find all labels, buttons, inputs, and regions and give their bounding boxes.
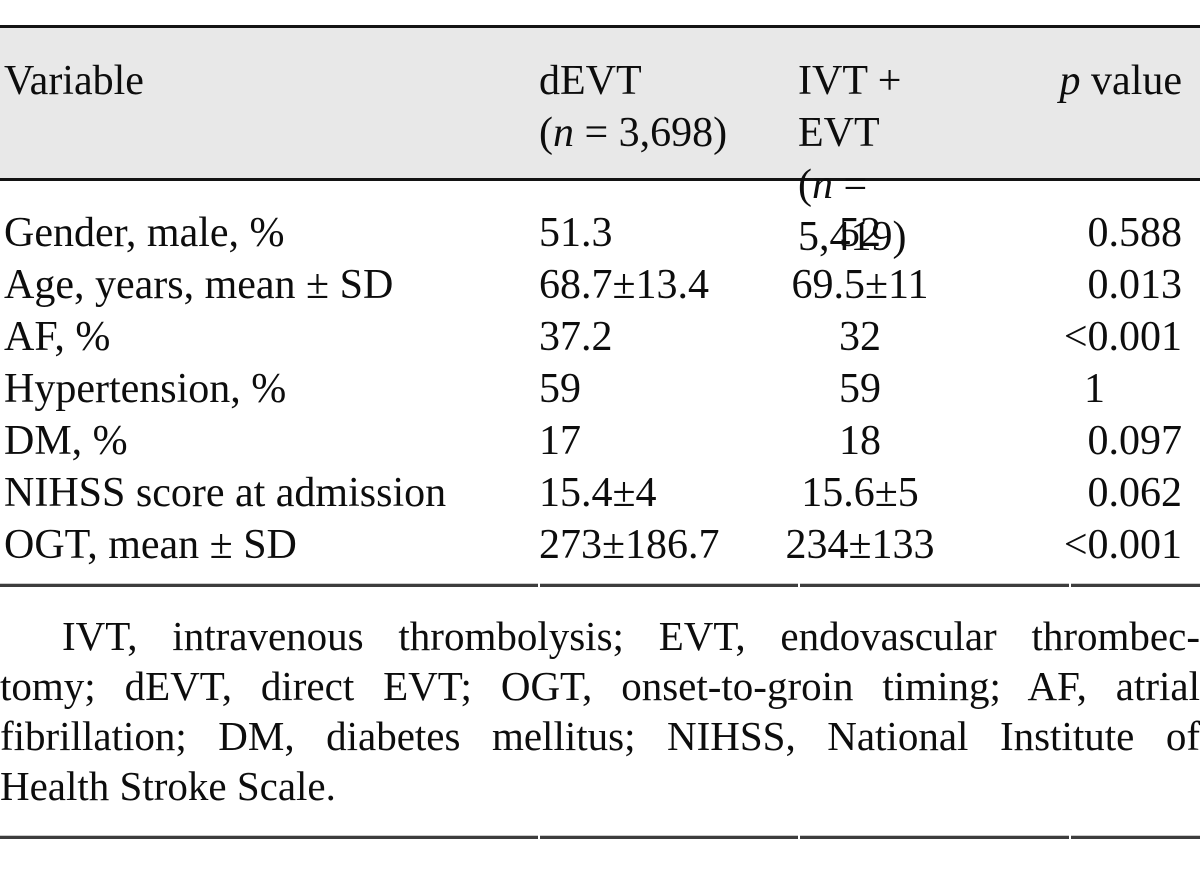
footnote-line: Health Stroke Scale. (0, 763, 336, 809)
footnote-line: tomy; dEVT, direct EVT; OGT, onset-to-gr… (0, 663, 1200, 709)
table-row: OGT, mean ± SD 273±186.7 234±133 <0.001 (0, 519, 1200, 571)
table-bottom-border (0, 835, 1200, 839)
table-row: NIHSS score at admission 15.4±4 15.6±5 0… (0, 467, 1200, 519)
cell-p-value: 0.013 (1087, 262, 1183, 308)
cell-ivt-evt: 52 (839, 210, 881, 256)
cell-variable: Gender, male, % (4, 210, 285, 256)
cell-p-value: 0.062 (1087, 470, 1183, 516)
cell-p-value: <0.001 (1063, 314, 1182, 360)
header-row: Variable dEVT (n = 3,698) IVT + EVT (n =… (0, 55, 1200, 263)
footnote: IVT, intravenous thrombolysis; EVT, endo… (0, 587, 1200, 835)
cell-ivt-evt: 59 (839, 366, 881, 412)
header-variable-label: Variable (4, 58, 144, 104)
cell-devt: 59 (539, 366, 581, 412)
cell-p-value: 1 (1084, 366, 1105, 412)
footnote-line: fibrillation; DM, diabetes mellitus; NIH… (0, 713, 1200, 759)
cell-variable: AF, % (4, 314, 111, 360)
table-row: DM, % 17 18 0.097 (0, 415, 1200, 467)
body-bottom-border (0, 583, 1200, 587)
header-ivt-evt: IVT + EVT (n = 5,419) (743, 55, 977, 263)
header-devt: dEVT (n = 3,698) (538, 55, 743, 263)
table-row: AF, % 37.2 32 <0.001 (0, 311, 1200, 363)
footnote-line: IVT, intravenous thrombolysis; EVT, endo… (62, 613, 1200, 659)
cell-variable: Hypertension, % (4, 366, 287, 412)
header-devt-label: dEVT (539, 58, 642, 104)
top-margin (0, 0, 1200, 25)
cell-p-value: 0.588 (1087, 210, 1183, 256)
header-ivt-evt-n: (n = 5,419) (798, 162, 907, 260)
header-bottom-border (0, 178, 1200, 181)
cell-p-value: 0.097 (1087, 418, 1183, 464)
cell-ivt-evt: 18 (839, 418, 881, 464)
cell-devt: 51.3 (539, 210, 613, 256)
table-row: Hypertension, % 59 59 1 (0, 363, 1200, 415)
table-header: Variable dEVT (n = 3,698) IVT + EVT (n =… (0, 28, 1200, 260)
cell-variable: NIHSS score at admission (4, 470, 447, 516)
table-body: Gender, male, % 51.3 52 0.588 Age, years… (0, 181, 1200, 583)
cell-ivt-evt: 234±133 (785, 522, 935, 568)
table-row: Age, years, mean ± SD 68.7±13.4 69.5±11 … (0, 259, 1200, 311)
cell-devt: 37.2 (539, 314, 613, 360)
cell-devt: 68.7±13.4 (539, 262, 710, 308)
cell-devt: 17 (539, 418, 581, 464)
cell-variable: DM, % (4, 418, 128, 464)
cell-ivt-evt: 32 (839, 314, 881, 360)
cell-variable: Age, years, mean ± SD (4, 262, 394, 308)
cell-ivt-evt: 69.5±11 (791, 262, 929, 308)
header-devt-n: (n = 3,698) (539, 110, 728, 156)
table-top-border (0, 25, 1200, 28)
table-row: Gender, male, % 51.3 52 0.588 (0, 207, 1200, 259)
cell-variable: OGT, mean ± SD (4, 522, 297, 568)
header-p-value-label: p value (1059, 58, 1182, 104)
cell-devt: 273±186.7 (539, 522, 720, 568)
cell-ivt-evt: 15.6±5 (801, 470, 919, 516)
cell-p-value: <0.001 (1063, 522, 1182, 568)
header-ivt-evt-label: IVT + EVT (798, 58, 902, 156)
cell-devt: 15.4±4 (539, 470, 657, 516)
